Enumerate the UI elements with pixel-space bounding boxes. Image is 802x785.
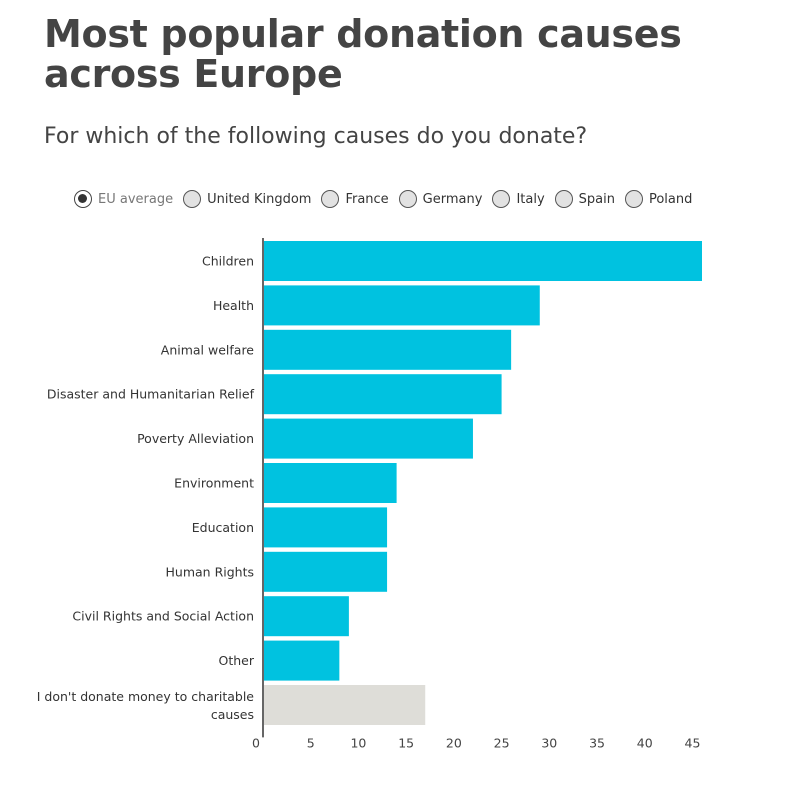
x-tick-label: 30 — [541, 735, 557, 750]
bar[interactable] — [264, 463, 397, 503]
category-label: Animal welfare — [161, 342, 255, 357]
option-eu-average[interactable]: EU average — [74, 190, 173, 208]
x-tick-label: 45 — [685, 735, 701, 750]
bar[interactable] — [264, 551, 388, 592]
category-label: Civil Rights and Social Action — [72, 609, 254, 624]
option-united-kingdom[interactable]: United Kingdom — [183, 190, 311, 208]
bar[interactable] — [264, 285, 540, 326]
radio-button-icon[interactable] — [321, 190, 340, 208]
option-label: EU average — [98, 191, 174, 207]
category-label: I don't donate money to charitable causes — [37, 689, 255, 722]
radio-button-icon[interactable] — [74, 190, 92, 208]
category-label: Education — [192, 520, 254, 535]
option-poland[interactable]: Poland — [624, 190, 693, 208]
option-label: Poland — [648, 191, 693, 207]
option-italy[interactable]: Italy — [492, 190, 545, 208]
option-france[interactable]: France — [321, 190, 389, 208]
x-tick-label: 15 — [398, 735, 414, 750]
chart-title: Most popular donation causes across Euro… — [44, 12, 682, 96]
radio-button-icon[interactable] — [554, 190, 573, 208]
option-germany[interactable]: Germany — [398, 190, 483, 208]
x-tick-label: 20 — [446, 735, 462, 750]
bar[interactable] — [264, 374, 502, 415]
radio-button-icon[interactable] — [398, 190, 417, 208]
radio-button-icon[interactable] — [624, 190, 643, 208]
option-label: Germany — [422, 191, 483, 207]
category-label: Environment — [174, 476, 254, 491]
option-spain[interactable]: Spain — [554, 190, 615, 208]
x-tick-label: 10 — [350, 735, 366, 750]
bar[interactable] — [264, 640, 340, 681]
chart-subtitle: For which of the following causes do you… — [44, 124, 588, 149]
radio-button-icon[interactable] — [492, 190, 511, 208]
bar[interactable] — [264, 507, 388, 548]
x-tick-label: 25 — [494, 735, 510, 750]
bar[interactable] — [264, 596, 349, 637]
option-label: Italy — [516, 191, 545, 207]
radio-button-icon[interactable] — [183, 190, 202, 208]
option-label: United Kingdom — [207, 191, 312, 207]
country-selector: EU average United Kingdom France Germany Ita… — [74, 190, 702, 208]
category-label: Health — [213, 298, 254, 313]
category-label: Children — [202, 254, 254, 269]
x-tick-label: 40 — [637, 735, 653, 750]
x-tick-label: 5 — [307, 735, 315, 750]
bar[interactable] — [264, 241, 702, 281]
category-label: Other — [219, 653, 255, 668]
category-label: Human Rights — [166, 564, 254, 579]
category-label: Disaster and Humanitarian Relief — [47, 387, 255, 402]
option-label: France — [345, 191, 389, 207]
category-label: Poverty Alleviation — [137, 431, 254, 446]
x-tick-label: 0 — [252, 735, 260, 750]
bar-chart: Children Health Animal welfare Disaster and… — [37, 238, 702, 750]
option-label: Spain — [578, 191, 615, 207]
x-tick-label: 35 — [589, 735, 605, 750]
bar[interactable] — [264, 329, 512, 370]
bar[interactable] — [264, 685, 426, 725]
bar[interactable] — [264, 418, 473, 459]
